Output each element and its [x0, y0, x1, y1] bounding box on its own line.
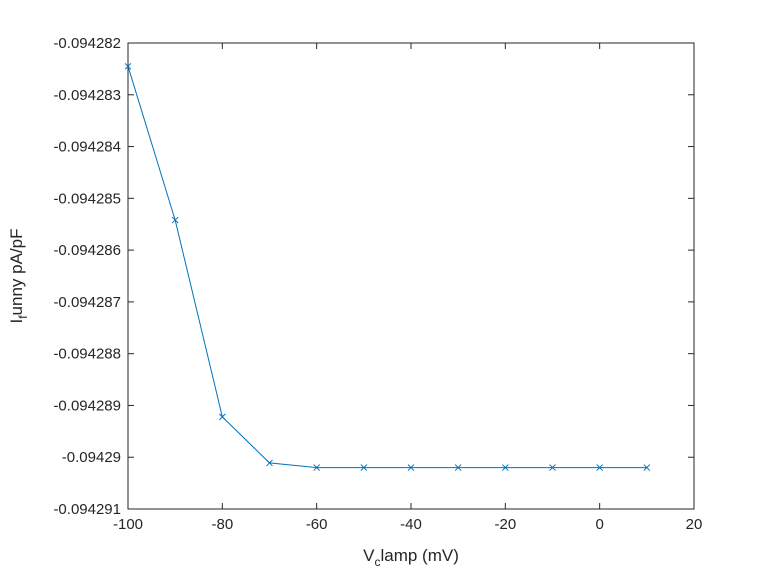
y-axis-label-main: I — [7, 319, 26, 324]
x-axis-label-subscript: c — [374, 555, 380, 569]
y-tick-label: -0.094286 — [53, 242, 121, 259]
data-point-marker — [266, 459, 273, 467]
data-point-marker — [313, 464, 321, 471]
y-tick-label: -0.09429 — [62, 449, 121, 466]
y-tick-label: -0.094289 — [53, 397, 121, 414]
y-tick-label: -0.094291 — [53, 501, 121, 518]
x-axis-label-rest: lamp (mV) — [380, 546, 458, 565]
data-point-marker — [407, 464, 415, 471]
data-point-marker — [501, 464, 509, 471]
x-tick-label: -60 — [306, 516, 328, 533]
y-tick-label: -0.094282 — [53, 35, 121, 52]
series-line — [127, 66, 647, 469]
data-point-marker — [218, 413, 226, 421]
y-tick-label: -0.094288 — [53, 346, 121, 363]
x-axis-label: Vclamp (mV) — [363, 546, 459, 569]
y-tick-label: -0.094284 — [53, 139, 121, 156]
series-layer — [124, 62, 651, 471]
data-point-marker — [124, 62, 132, 70]
y-tick-label: -0.094285 — [53, 190, 121, 207]
y-axis-label-rest: unny pA/pF — [7, 228, 26, 315]
data-point-marker — [171, 216, 179, 224]
x-tick-label: -80 — [211, 516, 233, 533]
x-tick-label: -40 — [400, 516, 422, 533]
x-axis: -100 -80 -60 -40 -20 0 20 — [113, 43, 702, 533]
data-point-marker — [360, 464, 368, 471]
x-tick-label: 20 — [686, 516, 703, 533]
y-tick-label: -0.094283 — [53, 87, 121, 104]
data-point-marker — [549, 464, 556, 471]
data-point-marker — [643, 464, 651, 471]
data-point-marker — [596, 464, 604, 471]
x-tick-label: -20 — [494, 516, 516, 533]
y-axis-label-subscript: f — [16, 315, 30, 319]
data-point-marker — [454, 464, 462, 471]
y-axis: -0.094282 -0.094283 -0.094284 -0.094285 -0.0… — [53, 35, 694, 518]
x-axis-label-main: V — [363, 546, 375, 565]
x-tick-label: -100 — [113, 516, 143, 533]
x-tick-label: 0 — [595, 516, 603, 533]
y-axis-label: Ifunny pA/pF — [7, 228, 30, 323]
plot-area — [127, 42, 695, 510]
y-tick-label: -0.094287 — [53, 294, 121, 311]
